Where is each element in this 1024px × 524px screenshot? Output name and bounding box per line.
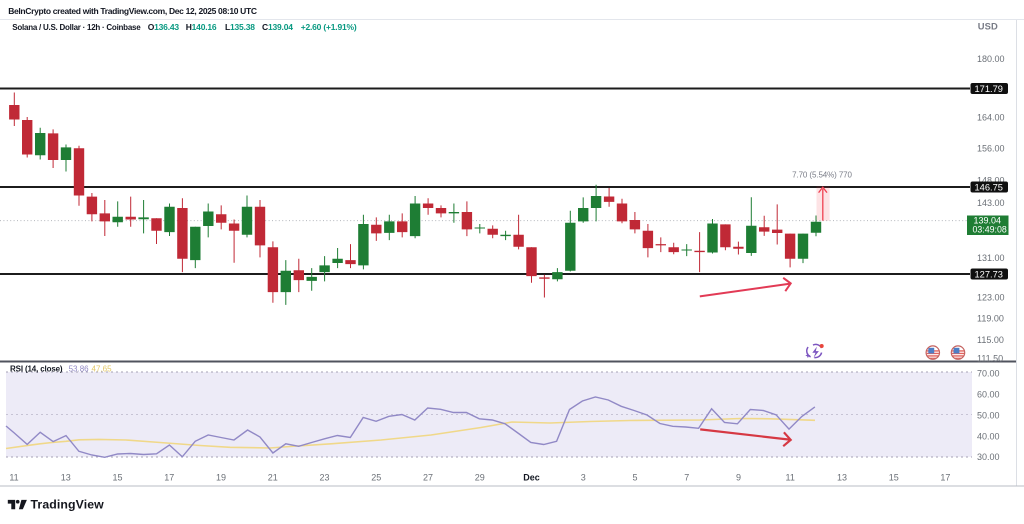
svg-text:11: 11: [9, 473, 18, 483]
svg-text:TradingView: TradingView: [31, 498, 105, 512]
svg-text:50.00: 50.00: [977, 411, 1000, 421]
svg-text:115.00: 115.00: [977, 335, 1004, 345]
svg-text:40.00: 40.00: [977, 431, 1000, 441]
svg-text:131.00: 131.00: [977, 253, 1005, 263]
svg-text:70.00: 70.00: [977, 368, 1000, 378]
svg-text:15: 15: [112, 473, 122, 483]
svg-text:148.00: 148.00: [977, 176, 1005, 186]
svg-text:11: 11: [786, 473, 795, 483]
svg-text:03:49:08: 03:49:08: [973, 225, 1007, 235]
svg-text:H140.16: H140.16: [186, 22, 217, 32]
svg-text:180.00: 180.00: [977, 54, 1005, 64]
svg-text:USD: USD: [978, 21, 998, 32]
svg-text:156.00: 156.00: [977, 144, 1005, 154]
svg-text:7.70 (5.54%) 770: 7.70 (5.54%) 770: [792, 171, 852, 180]
svg-text:+2.60 (+1.91%): +2.60 (+1.91%): [301, 22, 357, 32]
svg-text:Solana / U.S. Dollar · 12h · C: Solana / U.S. Dollar · 12h · Coinbase: [12, 23, 141, 32]
svg-text:47.65: 47.65: [92, 365, 113, 374]
svg-text:25: 25: [371, 473, 381, 483]
svg-text:27: 27: [423, 473, 433, 483]
svg-text:17: 17: [164, 473, 174, 483]
svg-text:13: 13: [61, 473, 71, 483]
svg-text:123.00: 123.00: [977, 293, 1005, 303]
svg-text:C139.04: C139.04: [262, 22, 293, 32]
svg-text:111.50: 111.50: [977, 354, 1003, 364]
svg-text:146.75: 146.75: [975, 182, 1003, 192]
svg-text:19: 19: [216, 473, 226, 483]
svg-text:Dec: Dec: [523, 473, 540, 483]
svg-text:171.79: 171.79: [975, 84, 1003, 94]
svg-text:BeInCrypto created with Tradin: BeInCrypto created with TradingView.com,…: [8, 6, 257, 16]
svg-text:5: 5: [632, 473, 637, 483]
svg-text:RSI (14, close): RSI (14, close): [10, 365, 63, 374]
svg-text:143.00: 143.00: [977, 198, 1005, 208]
svg-text:127.73: 127.73: [975, 269, 1003, 279]
svg-text:15: 15: [889, 473, 899, 483]
svg-text:53.86: 53.86: [69, 365, 90, 374]
svg-text:21: 21: [268, 473, 278, 483]
svg-text:164.00: 164.00: [977, 112, 1005, 122]
svg-text:60.00: 60.00: [977, 390, 1000, 400]
svg-text:3: 3: [581, 473, 586, 483]
svg-text:119.00: 119.00: [977, 314, 1004, 324]
svg-text:23: 23: [319, 473, 329, 483]
svg-text:29: 29: [475, 473, 485, 483]
svg-text:30.00: 30.00: [977, 452, 1000, 462]
svg-text:O136.43: O136.43: [148, 22, 180, 32]
svg-text:139.04: 139.04: [974, 216, 1002, 226]
svg-text:17: 17: [940, 473, 950, 483]
svg-text:13: 13: [837, 473, 847, 483]
svg-text:L135.38: L135.38: [225, 22, 255, 32]
svg-text:9: 9: [736, 473, 741, 483]
svg-text:7: 7: [684, 473, 689, 483]
